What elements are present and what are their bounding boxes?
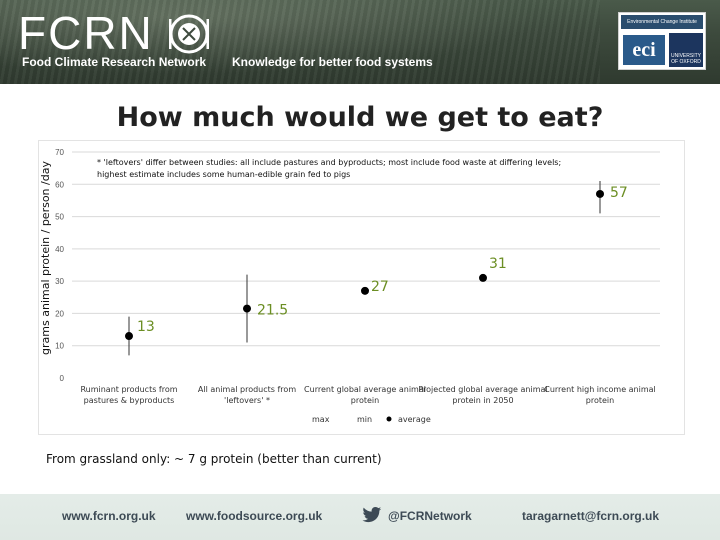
legend-average: average: [398, 415, 431, 424]
y-tick-label: 30: [55, 277, 64, 286]
data-point: [243, 304, 251, 313]
y-tick-label: 70: [55, 148, 64, 157]
data-label: 31: [489, 256, 507, 272]
x-category-label: Current high income animal protein: [544, 385, 656, 405]
legend-min: min: [357, 415, 372, 424]
data-label: 21.5: [257, 303, 288, 319]
x-category-label: All animal products from'leftovers' *: [198, 385, 296, 405]
y-tick-label: 10: [55, 342, 64, 351]
oxford-crest: UNIVERSITY OF OXFORD: [669, 33, 703, 67]
eci-heading: Environmental Change Institute: [621, 15, 703, 29]
header-banner: FCRN Food Climate Research Network Knowl…: [0, 0, 720, 84]
y-tick-label: 40: [55, 245, 64, 254]
page-title: How much would we get to eat?: [116, 102, 604, 133]
y-axis-label: grams animal protein / person /day: [39, 161, 52, 355]
footnote: From grassland only: ~ 7 g protein (bett…: [46, 452, 382, 466]
data-point: [125, 332, 133, 341]
logo-subtitle: Food Climate Research Network: [22, 55, 207, 69]
email-link[interactable]: taragarnett@fcrn.org.uk: [522, 509, 660, 523]
x-category-label: Ruminant products from pastures & byprodu…: [80, 385, 177, 405]
twitter-icon: [362, 507, 382, 523]
logo-tagline: Knowledge for better food systems: [232, 55, 433, 69]
foodsource-website-link[interactable]: www.foodsource.org.uk: [186, 509, 323, 523]
plate-cutlery-icon: [169, 14, 209, 54]
chart-frame: [38, 140, 685, 435]
data-label: 57: [610, 185, 628, 201]
banner-background: [0, 0, 600, 84]
y-tick-label: 20: [55, 309, 64, 318]
chart-annotation-line: * 'leftovers' differ between studies: al…: [97, 158, 561, 167]
data-point: [596, 189, 604, 198]
legend-max: max: [312, 415, 330, 424]
data-label: 27: [371, 279, 389, 295]
eci-oxford-logo: Environmental Change Institute eci UNIVE…: [618, 12, 706, 70]
fcrn-logo: FCRN: [18, 7, 154, 59]
chart-annotation-line: highest estimate includes some human-edi…: [97, 170, 350, 179]
data-point: [479, 273, 487, 282]
twitter-handle-link[interactable]: @FCRNetwork: [388, 509, 472, 523]
footer: www.fcrn.org.uk www.foodsource.org.uk @F…: [0, 494, 720, 540]
x-category-label: Current global average animal protein: [304, 385, 426, 405]
data-label: 13: [137, 319, 155, 335]
data-point: [361, 286, 369, 295]
y-tick-label: 60: [55, 180, 64, 189]
eci-mark: eci: [623, 35, 665, 65]
y-tick-label: 50: [55, 213, 64, 222]
x-category-label: Projected global average animal protein i…: [418, 385, 547, 405]
legend-average-marker: [386, 416, 392, 422]
oxford-text: UNIVERSITY OF OXFORD: [670, 53, 701, 65]
fcrn-website-link[interactable]: www.fcrn.org.uk: [62, 509, 156, 523]
y-tick-label: 0: [60, 374, 65, 383]
